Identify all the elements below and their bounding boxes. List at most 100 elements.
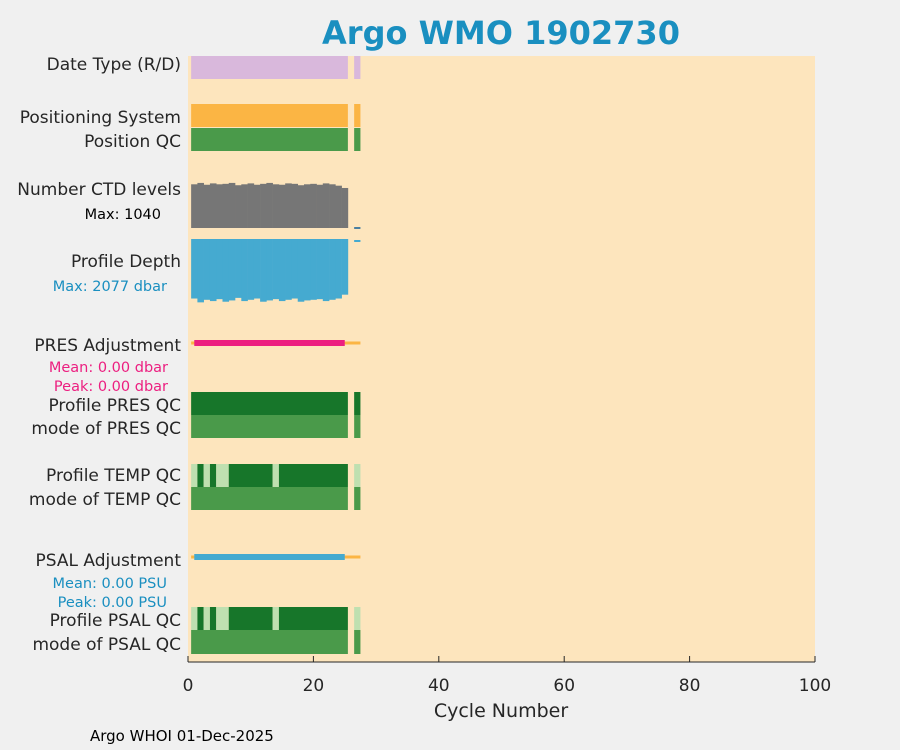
profile-depth-bar: [266, 239, 273, 301]
row-label-positioning-system: Positioning System: [20, 108, 181, 128]
ctd-levels-max: Max: 1040: [85, 207, 161, 223]
ctd-levels-bar: [222, 183, 230, 228]
profile-depth-bar: [241, 239, 248, 302]
ctd-levels-bar: [191, 184, 198, 228]
profile-temp-qc-segment: [216, 464, 229, 487]
row-label-position-qc: Position QC: [84, 132, 181, 152]
ctd-levels-bar: [203, 184, 211, 228]
ctd-levels-bar: [341, 187, 349, 228]
profile-psal-qc-segment: [209, 607, 217, 630]
profile-depth-bar: [247, 239, 255, 300]
mode-temp-qc-segment: [354, 487, 361, 510]
x-axis-ticks: 0 20 40 60 80 100: [183, 656, 831, 696]
position-qc-segment: [191, 128, 348, 151]
ctd-levels-bar: [335, 185, 342, 228]
mode-pres-qc-segment: [354, 415, 361, 438]
profile-psal-qc-segment: [216, 607, 229, 630]
pres-adjustment-mean: Mean: 0.00 dbar: [49, 360, 168, 376]
profile-temp-qc-segment: [272, 464, 279, 487]
profile-depth-bar: [197, 239, 204, 303]
profile-depth-bar: [272, 239, 280, 300]
ctd-levels-bar: [235, 185, 242, 228]
profile-psal-qc-segment: [203, 607, 210, 630]
row-label-profile-temp-qc: Profile TEMP QC: [46, 466, 181, 486]
ctd-levels-bar: [197, 182, 204, 228]
row-label-psal-adjustment: PSAL Adjustment: [36, 551, 182, 571]
profile-depth-bar: [260, 239, 267, 302]
x-tick-label: 20: [303, 676, 325, 696]
ctd-levels-bar: [247, 183, 255, 228]
profile-depth-bar: [316, 239, 324, 300]
positioning-system-segment: [354, 104, 361, 127]
date-type-segment: [354, 56, 361, 79]
profile-depth-bar: [297, 239, 305, 302]
pres-adjustment-peak: Peak: 0.00 dbar: [54, 379, 168, 395]
ctd-levels-tail: [354, 227, 361, 229]
mode-temp-qc-segment: [191, 487, 348, 510]
plot-area: [188, 56, 815, 662]
profile-depth-bar: [278, 239, 286, 302]
x-axis-label: Cycle Number: [434, 700, 568, 722]
profile-depth-bar: [228, 239, 236, 301]
profile-temp-qc-segment: [228, 464, 273, 487]
profile-depth-bar: [291, 239, 299, 299]
profile-depth-bar: [322, 239, 330, 302]
footer-credit: Argo WHOI 01-Dec-2025: [90, 727, 274, 745]
date-type-segment: [191, 56, 348, 79]
position-qc-segment: [354, 128, 361, 151]
ctd-levels-bar: [260, 183, 267, 228]
ctd-levels-bar: [316, 184, 324, 228]
ctd-levels-bar: [228, 182, 236, 228]
profile-depth-bar: [310, 239, 317, 300]
row-label-mode-temp-qc: mode of TEMP QC: [29, 490, 181, 510]
chart-title: Argo WMO 1902730: [322, 14, 680, 52]
ctd-levels-bar: [310, 183, 317, 228]
profile-temp-qc-segment: [203, 464, 210, 487]
profile-temp-qc-segment: [191, 464, 198, 487]
profile-temp-qc-segment: [197, 464, 204, 487]
mode-pres-qc-segment: [191, 415, 348, 438]
chart-marks: [191, 56, 361, 654]
psal-adjustment-mean: Mean: 0.00 PSU: [53, 576, 167, 592]
ctd-levels-bar: [291, 183, 299, 228]
ctd-levels-bar: [278, 184, 286, 228]
row-label-date-type: Date Type (R/D): [47, 55, 181, 75]
profile-depth-bar: [335, 239, 342, 299]
profile-depth-bar: [203, 239, 211, 300]
profile-psal-qc-segment: [354, 607, 361, 630]
row-label-ctd-levels: Number CTD levels: [17, 180, 181, 200]
profile-depth-bar: [303, 239, 311, 301]
row-label-mode-psal-qc: mode of PSAL QC: [32, 635, 181, 655]
profile-temp-qc-segment: [354, 464, 361, 487]
profile-depth-bar: [329, 239, 336, 300]
profile-psal-qc-segment: [197, 607, 204, 630]
profile-depth-bar: [216, 239, 223, 300]
ctd-levels-bar: [285, 183, 292, 228]
x-tick-label: 80: [679, 676, 701, 696]
ctd-levels-bar: [266, 182, 273, 228]
profile-depth-bar: [235, 239, 242, 298]
mode-psal-qc-segment: [354, 630, 361, 654]
x-tick-label: 100: [799, 676, 831, 696]
profile-depth-max: Max: 2077 dbar: [53, 279, 167, 295]
profile-depth-bar: [341, 239, 349, 295]
ctd-levels-bar: [253, 184, 261, 228]
x-tick-label: 60: [553, 676, 575, 696]
row-label-profile-pres-qc: Profile PRES QC: [48, 396, 181, 416]
ctd-levels-bar: [216, 184, 223, 228]
profile-pres-qc-segment: [191, 392, 348, 415]
profile-depth-bar: [191, 239, 198, 299]
row-label-profile-psal-qc: Profile PSAL QC: [50, 611, 181, 631]
ctd-levels-bar: [272, 184, 280, 228]
row-label-mode-pres-qc: mode of PRES QC: [31, 419, 181, 439]
profile-psal-qc-segment: [278, 607, 348, 630]
profile-depth-bar: [285, 239, 292, 300]
ctd-levels-bar: [297, 185, 305, 228]
ctd-levels-bar: [303, 184, 311, 228]
profile-psal-qc-segment: [272, 607, 279, 630]
ctd-levels-bar: [241, 184, 248, 228]
x-tick-label: 40: [428, 676, 450, 696]
positioning-system-segment: [191, 104, 348, 127]
ctd-levels-bar: [209, 183, 217, 228]
